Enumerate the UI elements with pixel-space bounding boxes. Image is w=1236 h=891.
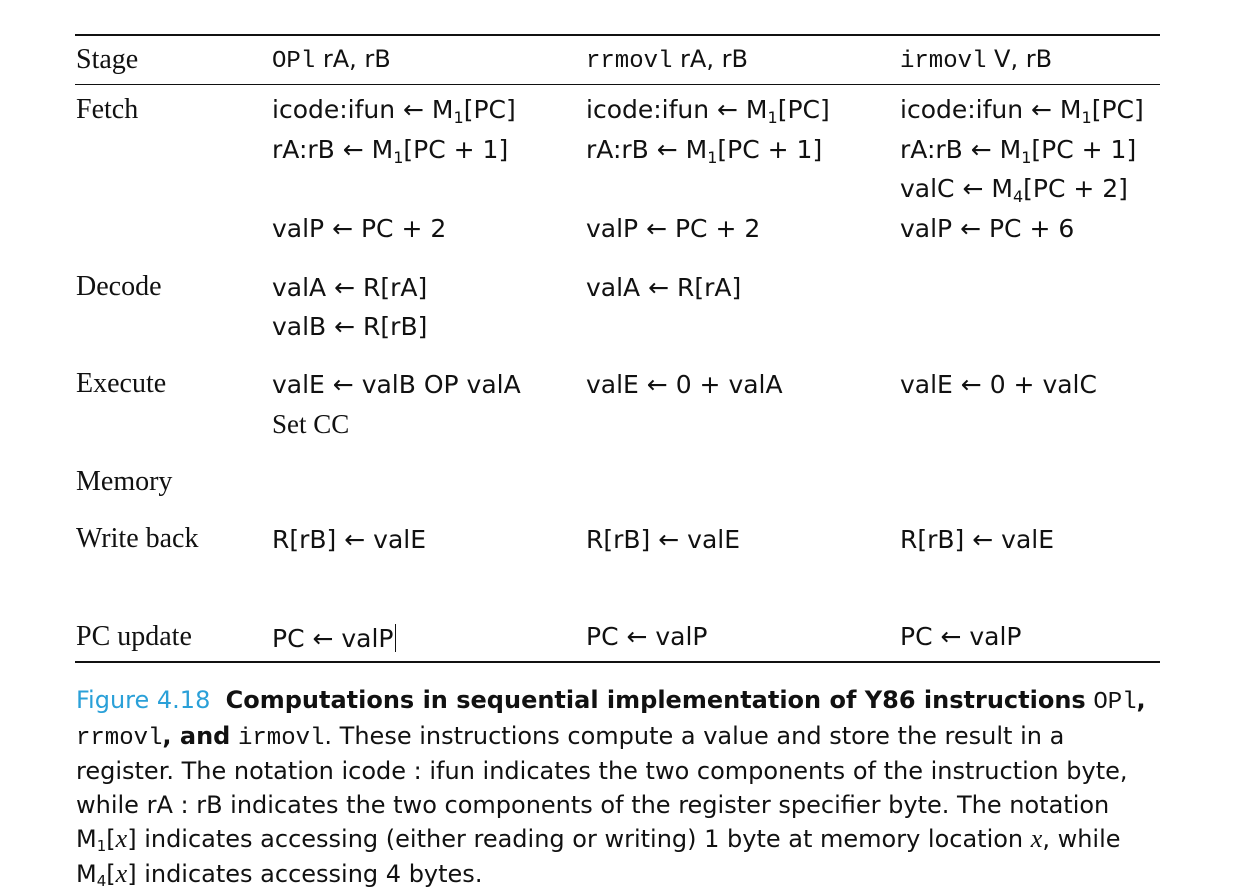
stage-fetch: Fetch [76,94,139,125]
irmovl-pc-update: PC ← valP [900,622,1022,651]
figure-caption: Figure 4.18 Computations in sequential i… [76,684,1166,891]
irmovl-fetch-regs: rA:rB ← M1[PC + 1] [900,135,1137,166]
caption-m1: M [76,825,97,853]
header-col-irmovl: irmovl V, rB [900,47,1052,74]
opl-pc-update: PC ← valP [272,624,396,652]
opl-execute-setcc: Set CC [272,409,350,439]
stage-pc-update: PC update [76,621,192,652]
rrmovl-fetch-icode-text: icode:ifun ← M [586,95,768,124]
header-stage: Stage [76,44,139,75]
caption-x-3: x [115,858,128,888]
caption-code-rrmovl: rrmovl [76,724,163,752]
rrmovl-fetch-valp: valP ← PC + 2 [586,214,761,243]
rrmovl-fetch-icode-tail: [PC] [777,95,830,124]
caption-code-opl: OPl [1093,689,1137,716]
header-col-opl: OPl rA, rB [272,47,391,74]
stage-decode: Decode [76,271,162,302]
rrmovl-fetch-regs-sub: 1 [707,148,718,167]
header-col-rrmovl: rrmovl rA, rB [586,47,748,74]
caption-bracket-open-2: [ [106,859,116,888]
caption-bracket-close-2: ] [127,859,137,888]
caption-body-2: indicates accessing (either reading or w… [136,825,1031,853]
opl-execute-vale: valE ← valB OP valA [272,370,521,399]
header-irmovl-code: irmovl [900,48,987,75]
caption-bracket-close-1: ] [127,825,137,853]
header-rrmovl-operands: rA, rB [672,45,748,73]
irmovl-fetch-valc-tail: [PC + 2] [1023,174,1128,203]
opl-pc-update-text: PC ← valP [272,624,394,653]
opl-fetch-valp: valP ← PC + 2 [272,214,447,243]
text-cursor [394,624,396,652]
opl-decode-valb: valB ← R[rB] [272,312,428,341]
caption-body-1: . These instructions compute a value and… [76,721,1128,819]
irmovl-fetch-icode-tail: [PC] [1091,95,1144,124]
header-rrmovl-code: rrmovl [586,48,673,75]
table-top-rule [75,34,1160,36]
opl-decode-vala: valA ← R[rA] [272,273,428,302]
table-bottom-rule [75,661,1160,663]
opl-fetch-icode: icode:ifun ← M1[PC] [272,95,516,126]
rrmovl-fetch-regs-text: rA:rB ← M [586,135,708,164]
caption-bracket-open-1: [ [106,825,116,853]
rrmovl-decode-vala: valA ← R[rA] [586,273,742,302]
caption-comma: , [1136,686,1146,714]
rrmovl-pc-update: PC ← valP [586,622,708,651]
caption-code-irmovl: irmovl [238,724,325,752]
rrmovl-fetch-icode-sub: 1 [767,108,778,127]
rrmovl-execute-vale: valE ← 0 + valA [586,370,783,399]
caption-title: Computations in sequential implementatio… [225,686,1086,714]
opl-fetch-icode-sub: 1 [453,108,464,127]
rrmovl-writeback: R[rB] ← valE [586,525,741,554]
caption-x-2: x [1030,824,1043,853]
irmovl-execute-vale: valE ← 0 + valC [900,370,1097,399]
irmovl-fetch-valp: valP ← PC + 6 [900,214,1075,243]
irmovl-fetch-icode-text: icode:ifun ← M [900,95,1082,124]
opl-fetch-icode-text: icode:ifun ← M [272,95,454,124]
irmovl-fetch-icode: icode:ifun ← M1[PC] [900,95,1144,126]
caption-body-4: indicates accessing 4 bytes. [136,859,483,888]
caption-and: , and [162,721,231,750]
figure-label: Figure 4.18 [76,686,211,714]
caption-body-3: , while [1042,825,1121,853]
stage-execute: Execute [76,368,167,399]
irmovl-fetch-regs-tail: [PC + 1] [1031,135,1137,164]
opl-fetch-regs-text: rA:rB ← M [272,135,394,164]
opl-fetch-regs-tail: [PC + 1] [403,135,509,164]
stage-write-back: Write back [76,523,199,554]
header-irmovl-operands: V, rB [986,45,1053,73]
irmovl-fetch-valc: valC ← M4[PC + 2] [900,174,1128,205]
opl-fetch-regs: rA:rB ← M1[PC + 1] [272,135,509,166]
caption-m1-sub: 1 [96,837,107,855]
header-opl-operands: rA, rB [315,45,391,73]
caption-m4-sub: 4 [96,871,107,890]
opl-fetch-icode-tail: [PC] [463,95,516,124]
irmovl-fetch-valc-text: valC ← M [900,174,1013,203]
stage-memory: Memory [76,466,173,497]
opl-fetch-regs-sub: 1 [393,148,404,167]
irmovl-writeback: R[rB] ← valE [900,525,1055,554]
irmovl-fetch-icode-sub: 1 [1081,108,1092,127]
rrmovl-fetch-regs: rA:rB ← M1[PC + 1] [586,135,823,166]
caption-x-1: x [115,824,128,853]
table-header-rule [75,84,1160,85]
irmovl-fetch-regs-sub: 1 [1021,148,1032,167]
irmovl-fetch-regs-text: rA:rB ← M [900,135,1022,164]
opl-writeback: R[rB] ← valE [272,525,427,554]
rrmovl-fetch-icode: icode:ifun ← M1[PC] [586,95,830,126]
rrmovl-fetch-regs-tail: [PC + 1] [717,135,823,164]
caption-m4: M [76,859,97,888]
irmovl-fetch-valc-sub: 4 [1012,187,1024,206]
header-opl-code: OPl [272,48,316,75]
